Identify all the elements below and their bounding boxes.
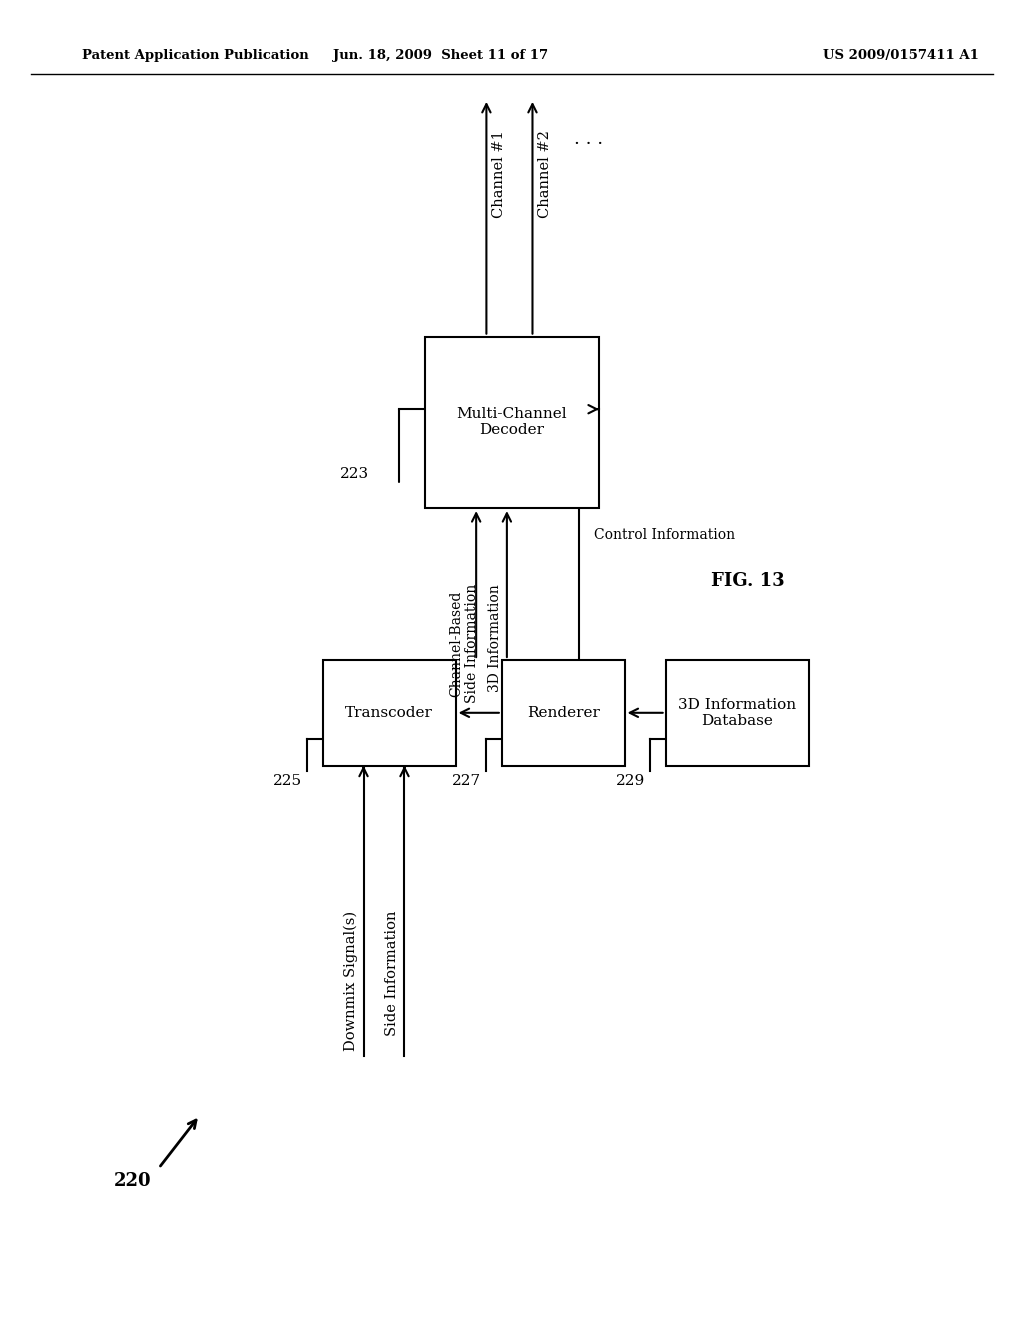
- Bar: [666, 660, 809, 766]
- Text: Channel #1: Channel #1: [492, 131, 506, 218]
- Text: US 2009/0157411 A1: US 2009/0157411 A1: [823, 49, 979, 62]
- Text: Downmix Signal(s): Downmix Signal(s): [344, 911, 358, 1051]
- Text: Transcoder: Transcoder: [345, 706, 433, 719]
- Bar: [502, 660, 625, 766]
- Text: Control Information: Control Information: [594, 528, 735, 541]
- Text: Multi-Channel
Decoder: Multi-Channel Decoder: [457, 408, 567, 437]
- Text: Channel-Based
Side Information: Channel-Based Side Information: [449, 583, 479, 704]
- Text: 223: 223: [340, 467, 369, 480]
- Text: 229: 229: [615, 775, 645, 788]
- Text: 3D Information
Database: 3D Information Database: [678, 698, 797, 727]
- Text: 225: 225: [273, 775, 302, 788]
- Text: Renderer: Renderer: [526, 706, 600, 719]
- Text: . . .: . . .: [574, 129, 603, 148]
- Text: 3D Information: 3D Information: [487, 583, 502, 692]
- Text: Side Information: Side Information: [385, 911, 399, 1036]
- Text: Patent Application Publication: Patent Application Publication: [82, 49, 308, 62]
- Text: 227: 227: [453, 775, 481, 788]
- Bar: [323, 660, 456, 766]
- Text: 220: 220: [115, 1172, 152, 1191]
- Text: Jun. 18, 2009  Sheet 11 of 17: Jun. 18, 2009 Sheet 11 of 17: [333, 49, 548, 62]
- Text: FIG. 13: FIG. 13: [711, 572, 784, 590]
- Text: Channel #2: Channel #2: [538, 129, 552, 218]
- Bar: [425, 337, 599, 508]
